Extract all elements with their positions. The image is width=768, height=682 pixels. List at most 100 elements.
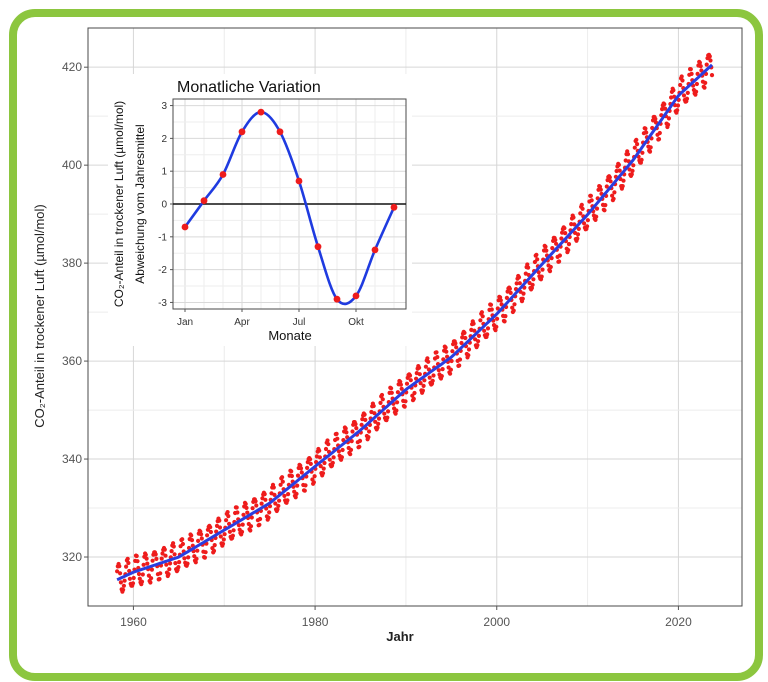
main-data-point bbox=[162, 547, 167, 552]
main-data-point bbox=[220, 541, 226, 546]
main-data-point bbox=[476, 339, 481, 344]
main-data-point bbox=[448, 371, 453, 376]
main-data-point bbox=[436, 368, 441, 373]
main-data-point bbox=[631, 163, 636, 168]
main-data-point bbox=[336, 449, 341, 454]
main-data-point bbox=[679, 74, 684, 79]
main-data-point bbox=[563, 231, 568, 236]
inset-data-point bbox=[352, 292, 360, 300]
main-data-point bbox=[295, 483, 300, 488]
main-data-point bbox=[657, 130, 662, 136]
main-data-point bbox=[647, 149, 653, 154]
main-data-point bbox=[211, 548, 217, 554]
main-data-point bbox=[139, 579, 145, 584]
main-data-point bbox=[259, 501, 264, 506]
main-data-point bbox=[516, 275, 522, 280]
main-data-point bbox=[393, 411, 398, 416]
main-data-point bbox=[604, 184, 609, 189]
main-data-point bbox=[334, 431, 339, 436]
main-data-point bbox=[317, 455, 322, 460]
main-data-point bbox=[450, 349, 455, 354]
main-trend bbox=[116, 63, 714, 582]
main-data-point bbox=[312, 474, 317, 479]
main-data-point bbox=[512, 302, 517, 307]
main-data-point bbox=[168, 561, 173, 566]
main-data-point bbox=[403, 399, 408, 404]
main-data-point bbox=[118, 571, 123, 576]
main-data-point bbox=[205, 533, 210, 538]
main-data-point bbox=[457, 357, 463, 362]
main-data-point bbox=[271, 485, 276, 490]
main-data-point bbox=[547, 269, 553, 274]
main-data-point bbox=[395, 400, 400, 405]
main-data-point bbox=[217, 518, 222, 523]
main-data-point bbox=[236, 523, 241, 528]
main-data-point bbox=[280, 475, 285, 480]
main-data-point bbox=[131, 575, 136, 581]
main-data-point bbox=[226, 514, 231, 519]
main-data-point bbox=[180, 537, 185, 542]
main-x-axis-label: Jahr bbox=[386, 629, 413, 644]
main-data-point bbox=[257, 522, 262, 527]
main-data-point bbox=[502, 319, 507, 324]
main-data-point bbox=[540, 267, 545, 272]
main-data-point bbox=[478, 318, 483, 323]
main-data-point bbox=[639, 157, 644, 162]
main-data-point bbox=[694, 81, 700, 87]
main-data-point bbox=[308, 457, 313, 462]
main-data-point bbox=[635, 142, 640, 147]
main-data-point bbox=[588, 193, 594, 198]
main-data-point bbox=[625, 152, 631, 157]
main-data-point bbox=[380, 397, 385, 402]
main-data-point bbox=[353, 422, 358, 427]
main-data-point bbox=[681, 93, 687, 98]
main-data-point bbox=[322, 460, 327, 466]
main-data-point bbox=[562, 226, 567, 231]
main-data-point bbox=[656, 137, 662, 142]
inset-x-axis-label: Monate bbox=[268, 328, 311, 343]
main-data-point bbox=[144, 556, 149, 561]
main-data-point bbox=[616, 162, 622, 167]
main-data-point bbox=[671, 88, 676, 93]
main-data-point bbox=[614, 168, 619, 174]
main-data-point bbox=[412, 390, 417, 396]
main-x-tick-label: 1960 bbox=[120, 615, 147, 629]
inset-y-tick-label: -2 bbox=[158, 265, 167, 276]
main-data-point bbox=[248, 524, 254, 529]
main-data-point bbox=[130, 581, 136, 586]
main-y-tick-label: 340 bbox=[62, 452, 82, 466]
main-data-point bbox=[135, 559, 140, 564]
main-data-point bbox=[154, 556, 159, 562]
main-data-point bbox=[127, 576, 132, 581]
main-data-point bbox=[488, 302, 494, 307]
main-data-point bbox=[648, 145, 653, 150]
main-data-point bbox=[277, 498, 282, 503]
main-data-point bbox=[697, 60, 703, 65]
inset-x-tick-label: Apr bbox=[234, 317, 250, 328]
main-data-point bbox=[263, 497, 268, 502]
main-data-point bbox=[395, 390, 400, 395]
main-data-point bbox=[569, 222, 574, 227]
main-data-point bbox=[145, 561, 150, 566]
main-data-point bbox=[208, 525, 213, 530]
main-data-point bbox=[289, 473, 294, 479]
main-data-point bbox=[295, 473, 301, 478]
main-data-point bbox=[348, 452, 353, 457]
main-data-point bbox=[136, 571, 142, 577]
main-data-point bbox=[399, 386, 404, 391]
main-data-point bbox=[462, 330, 467, 335]
main-data-point bbox=[482, 328, 487, 333]
main-data-point bbox=[653, 116, 658, 121]
main-data-point bbox=[189, 533, 194, 538]
main-data-point bbox=[150, 558, 155, 563]
main-data-point bbox=[176, 565, 181, 570]
main-data-point bbox=[327, 457, 332, 462]
main-data-point bbox=[704, 62, 709, 67]
main-data-point bbox=[517, 281, 522, 286]
main-data-point bbox=[404, 381, 410, 386]
main-data-point bbox=[408, 378, 413, 383]
main-data-point bbox=[282, 493, 287, 498]
main-data-point bbox=[121, 587, 126, 592]
main-data-point bbox=[275, 507, 280, 512]
main-data-point bbox=[171, 541, 176, 546]
